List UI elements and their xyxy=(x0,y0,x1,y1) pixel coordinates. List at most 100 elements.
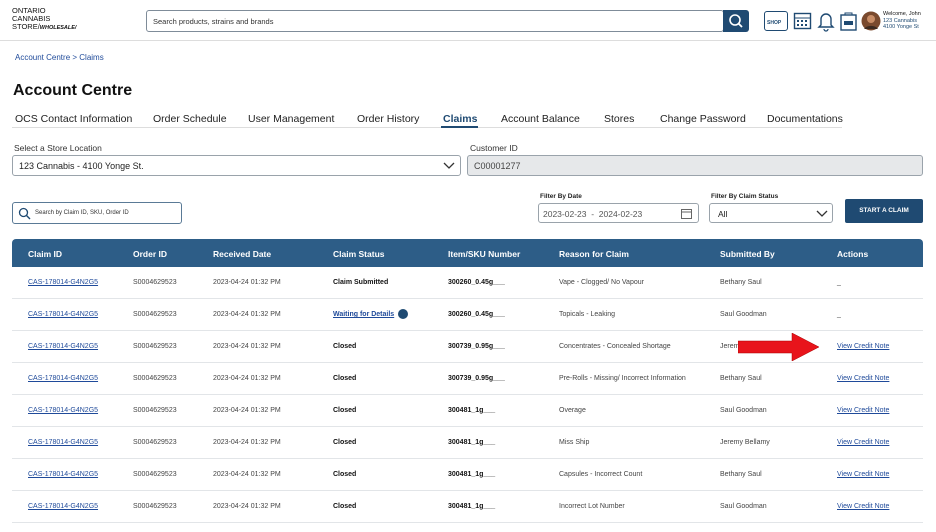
tab[interactable]: Order Schedule xyxy=(153,113,227,125)
tab[interactable]: Claims xyxy=(443,113,478,125)
welcome-line: 123 Cannabis xyxy=(883,17,917,24)
cell: Saul Goodman xyxy=(720,407,767,414)
credit-note-link[interactable]: View Credit Note xyxy=(837,471,890,478)
welcome[interactable]: Welcome, John 123 Cannabis 4100 Yonge St xyxy=(883,11,921,31)
cell: Bethany Saul xyxy=(720,279,762,286)
cell: 300260_0.45g___ xyxy=(448,279,505,286)
search-input[interactable]: Search products, strains and brands xyxy=(146,10,724,32)
calendar-icon xyxy=(681,209,692,219)
row-border xyxy=(12,330,923,331)
row-border xyxy=(12,458,923,459)
credit-note-link[interactable]: View Credit Note xyxy=(837,343,890,350)
column-header: Actions xyxy=(837,249,869,259)
search-icon xyxy=(729,14,743,28)
column-header: Received Date xyxy=(213,249,272,259)
claim-link[interactable]: CAS-178014-G4N2G5 xyxy=(28,343,99,350)
column-header: Claim Status xyxy=(333,249,385,259)
cell: 2023-04-24 01:32 PM xyxy=(213,407,281,414)
cell: 300260_0.45g___ xyxy=(448,311,505,318)
cell: Pre-Rolls - Missing/ Incorrect Informati… xyxy=(559,375,686,382)
cell: 300481_1g___ xyxy=(448,407,496,414)
cell: Saul Goodman xyxy=(720,311,767,318)
active-tab-underline xyxy=(441,126,478,128)
tab[interactable]: User Management xyxy=(248,113,335,125)
notifications-icon[interactable] xyxy=(817,10,835,32)
tabs-divider xyxy=(12,127,842,128)
cell: Miss Ship xyxy=(559,439,590,446)
date-label: Filter By Date xyxy=(540,193,582,200)
cart-icon[interactable] xyxy=(839,10,859,32)
credit-note-link[interactable]: View Credit Note xyxy=(837,503,890,510)
cell: 300739_0.95g___ xyxy=(448,343,505,350)
cell: S0004629523 xyxy=(133,471,177,478)
start-claim-button[interactable]: START A CLAIM xyxy=(845,199,923,223)
column-header: Reason for Claim xyxy=(559,249,629,259)
date-range[interactable]: 2023-02-23 - 2024-02-23 xyxy=(538,203,699,223)
cell: Topicals - Leaking xyxy=(559,311,616,318)
cell: _ xyxy=(837,311,841,318)
status-label: Filter By Claim Status xyxy=(711,193,779,200)
cell: S0004629523 xyxy=(133,279,177,286)
header-divider xyxy=(0,40,936,41)
cell: 300481_1g___ xyxy=(448,503,496,510)
claim-link[interactable]: CAS-178014-G4N2G5 xyxy=(28,439,99,446)
cell: Saul Goodman xyxy=(720,503,767,510)
claim-status: Closed xyxy=(333,471,357,478)
column-header: Claim ID xyxy=(28,249,63,259)
cell: S0004629523 xyxy=(133,343,177,350)
claim-link[interactable]: CAS-178014-G4N2G5 xyxy=(28,503,99,510)
row-border xyxy=(12,522,923,523)
claim-link[interactable]: CAS-178014-G4N2G5 xyxy=(28,279,99,286)
cell: 2023-04-24 01:32 PM xyxy=(213,311,281,318)
column-header: Submitted By xyxy=(720,249,775,259)
status-link[interactable]: Waiting for Details xyxy=(333,311,395,318)
customer-value: C00001277 xyxy=(474,161,521,171)
status-select[interactable]: All xyxy=(709,203,833,223)
annotation-arrow xyxy=(738,333,820,361)
credit-note-link[interactable]: View Credit Note xyxy=(837,375,890,382)
credit-note-link[interactable]: View Credit Note xyxy=(837,439,890,446)
claim-link[interactable]: CAS-178014-G4N2G5 xyxy=(28,407,99,414)
cell: 2023-04-24 01:32 PM xyxy=(213,503,281,510)
shop-icon[interactable]: SHOP xyxy=(764,11,788,31)
cell: S0004629523 xyxy=(133,311,177,318)
claims-search[interactable]: Search by Claim ID, SKU, Order ID xyxy=(12,202,182,224)
cell: 2023-04-24 01:32 PM xyxy=(213,439,281,446)
shop-label: SHOP xyxy=(767,20,782,26)
tab[interactable]: OCS Contact Information xyxy=(15,113,133,125)
column-header: Item/SKU Number xyxy=(448,249,521,259)
avatar[interactable] xyxy=(861,11,881,31)
row-border xyxy=(12,298,923,299)
cell: 300481_1g___ xyxy=(448,471,496,478)
cell: Incorrect Lot Number xyxy=(559,503,625,510)
logo-line: ONTARIO xyxy=(12,6,46,15)
tab[interactable]: Order History xyxy=(357,113,420,125)
tab[interactable]: Stores xyxy=(604,113,635,125)
store-value: 123 Cannabis - 4100 Yonge St. xyxy=(19,161,144,171)
logo-line: STORE/WHOLESALE/ xyxy=(12,23,76,32)
claim-link[interactable]: CAS-178014-G4N2G5 xyxy=(28,311,99,318)
search-button[interactable] xyxy=(723,10,749,32)
claim-link[interactable]: CAS-178014-G4N2G5 xyxy=(28,375,99,382)
claim-link[interactable]: CAS-178014-G4N2G5 xyxy=(28,471,99,478)
cell: Jeremy Bellamy xyxy=(720,439,770,446)
customer-field: C00001277 xyxy=(467,155,923,176)
tab[interactable]: Documentations xyxy=(767,113,843,125)
cell: S0004629523 xyxy=(133,407,177,414)
logo-line: STORE/ xyxy=(12,22,40,31)
breadcrumb[interactable]: Account Centre > Claims xyxy=(15,53,104,62)
store-select[interactable]: 123 Cannabis - 4100 Yonge St. xyxy=(12,155,461,176)
customer-label: Customer ID xyxy=(470,143,518,153)
cell: 2023-04-24 01:32 PM xyxy=(213,471,281,478)
claim-status: Closed xyxy=(333,375,357,382)
tab[interactable]: Account Balance xyxy=(501,113,580,125)
claim-status: Closed xyxy=(333,343,357,350)
logo[interactable]: ONTARIO CANNABIS STORE/WHOLESALE/ xyxy=(12,7,76,32)
cell: S0004629523 xyxy=(133,375,177,382)
calendar-icon[interactable] xyxy=(793,11,813,31)
credit-note-link[interactable]: View Credit Note xyxy=(837,407,890,414)
chevron xyxy=(816,210,828,217)
claim-status: Closed xyxy=(333,503,357,510)
tab[interactable]: Change Password xyxy=(660,113,746,125)
